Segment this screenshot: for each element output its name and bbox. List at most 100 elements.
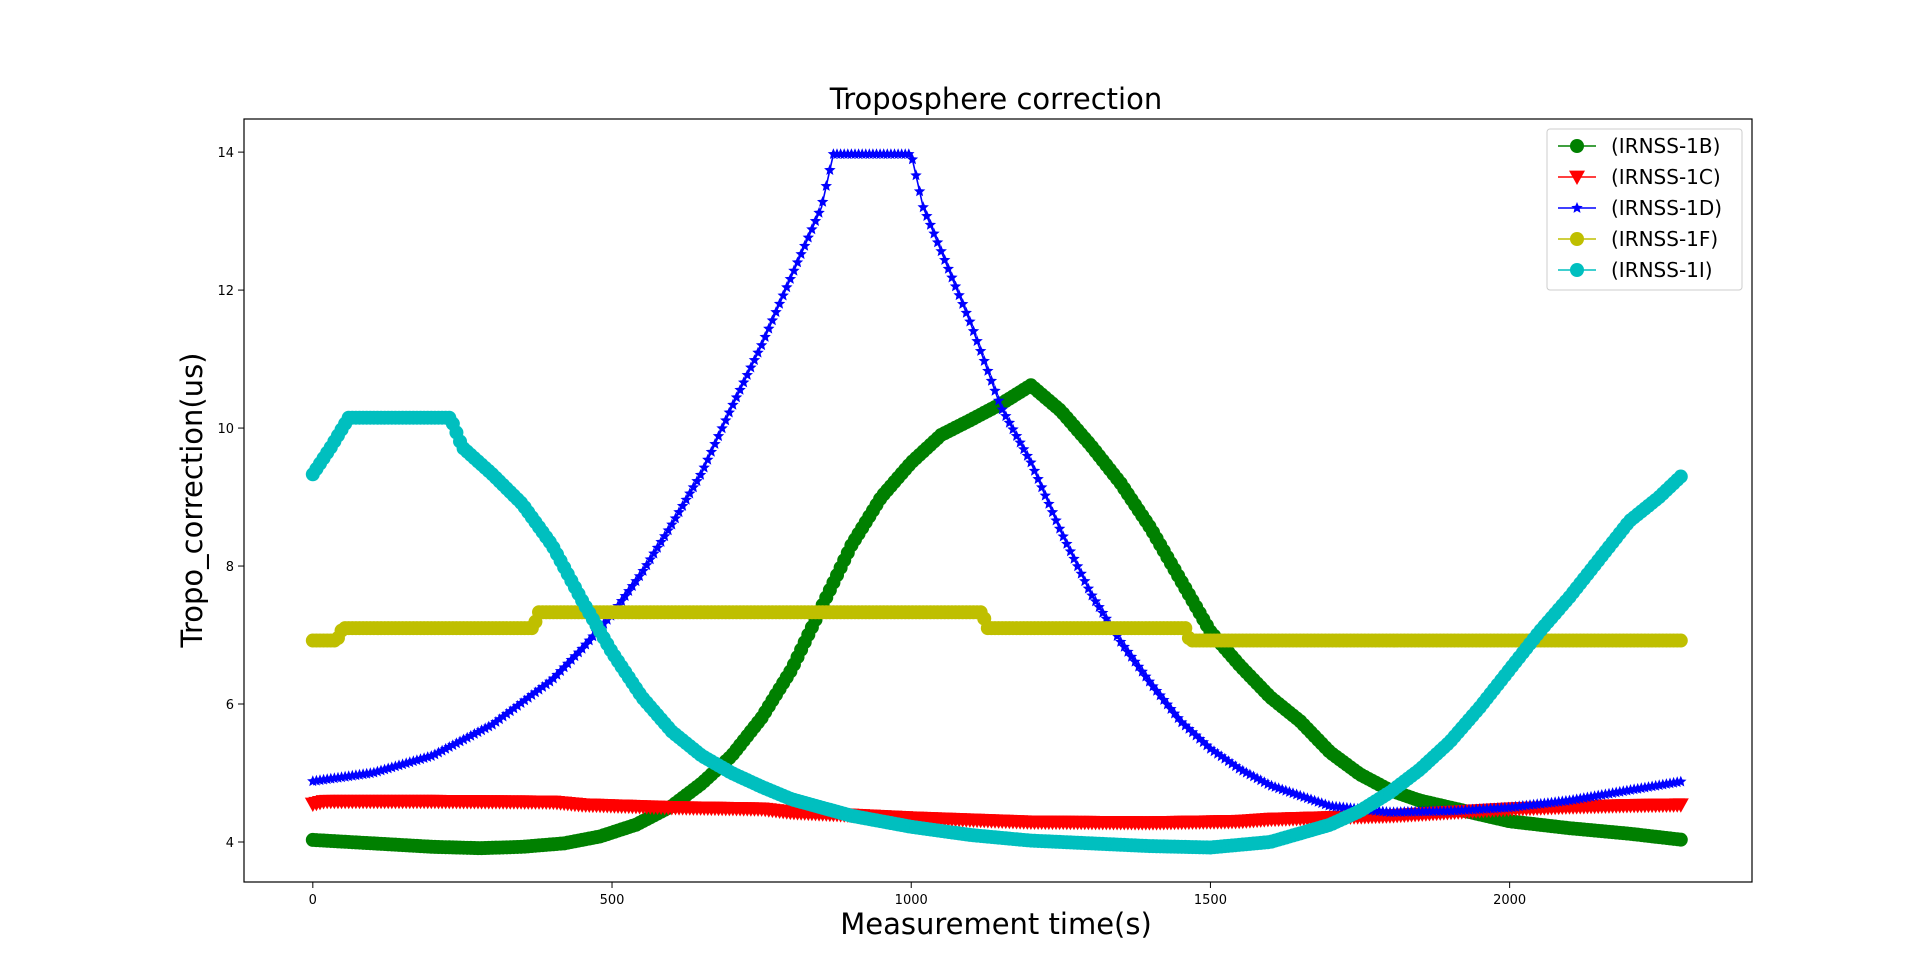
data-point: [1201, 739, 1213, 751]
data-point: [705, 445, 718, 457]
legend-entry: (IRNSS-1I): [1558, 258, 1713, 282]
data-point: [1025, 456, 1037, 468]
data-point: [669, 512, 682, 524]
legend-entry: (IRNSS-1F): [1558, 227, 1718, 251]
data-point: [824, 164, 836, 175]
data-point: [773, 297, 786, 309]
data-point: [1039, 489, 1051, 501]
legend-marker: [1571, 202, 1583, 213]
data-point: [957, 298, 969, 309]
data-point: [479, 722, 491, 734]
plot-area: [243, 118, 1753, 883]
data-point: [1158, 694, 1170, 705]
data-point: [547, 672, 560, 684]
data-point: [393, 759, 405, 771]
data-point: [799, 239, 811, 251]
data-point: [368, 766, 380, 778]
data-point: [1673, 832, 1688, 847]
data-point: [641, 559, 653, 571]
data-point: [1646, 780, 1658, 792]
series-layer: [304, 148, 1689, 856]
data-point: [1194, 732, 1206, 744]
data-point: [651, 541, 664, 553]
data-point: [569, 650, 581, 662]
data-point: [1118, 640, 1130, 652]
data-point: [522, 691, 534, 703]
data-point: [1053, 522, 1066, 534]
data-point: [921, 210, 933, 221]
data-point: [515, 697, 527, 708]
data-point: [371, 765, 384, 777]
data-point: [1226, 757, 1238, 769]
data-point: [770, 306, 782, 317]
data-point: [389, 760, 402, 772]
x-tick-label: 1000: [895, 893, 928, 908]
data-point: [813, 206, 825, 218]
data-point: [1603, 787, 1615, 799]
data-point: [1115, 635, 1127, 647]
data-point: [400, 757, 412, 769]
data-point: [802, 231, 814, 243]
data-point: [461, 731, 473, 743]
data-point: [791, 256, 804, 268]
legend-label: (IRNSS-1B): [1611, 134, 1720, 158]
data-point: [648, 547, 660, 559]
data-point: [382, 762, 394, 774]
data-point: [637, 565, 649, 576]
data-point: [741, 369, 753, 380]
data-point: [418, 752, 430, 763]
data-point: [378, 763, 391, 775]
data-point: [1003, 416, 1016, 428]
data-point: [748, 354, 761, 365]
data-point: [432, 746, 445, 758]
data-point: [684, 487, 696, 499]
data-point: [784, 273, 797, 284]
data-point: [953, 289, 965, 301]
data-point: [615, 595, 628, 606]
y-tick-label: 6: [226, 698, 234, 713]
y-tick-label: 4: [226, 836, 234, 851]
data-point: [817, 196, 829, 207]
y-tick-label: 8: [226, 560, 234, 575]
data-point: [404, 756, 416, 768]
legend-box: [1546, 128, 1743, 291]
data-point: [1079, 575, 1091, 587]
data-point: [508, 702, 520, 714]
data-point: [454, 735, 466, 747]
data-point: [702, 453, 714, 465]
data-point: [928, 227, 940, 239]
data-point: [633, 570, 646, 582]
data-point: [946, 271, 958, 283]
data-point: [468, 728, 481, 739]
data-point: [1606, 787, 1619, 798]
data-point: [982, 364, 994, 376]
data-point: [1046, 506, 1059, 518]
legend-marker: [1570, 232, 1584, 246]
data-point: [666, 518, 678, 530]
data-point: [529, 686, 542, 698]
data-point: [806, 223, 818, 235]
data-point: [913, 185, 926, 197]
data-point: [738, 376, 750, 388]
data-point: [967, 325, 980, 337]
legend-marker: [1570, 263, 1584, 277]
data-point: [960, 306, 972, 318]
plot-frame: [243, 118, 1753, 883]
data-point: [655, 536, 667, 547]
data-point: [676, 500, 689, 511]
data-point: [788, 264, 800, 276]
data-point: [440, 742, 452, 754]
data-point: [763, 322, 775, 334]
data-point: [781, 281, 793, 293]
data-point: [992, 394, 1005, 406]
data-point: [429, 748, 441, 760]
data-point: [1673, 469, 1688, 484]
data-point: [1032, 473, 1044, 484]
data-point: [906, 153, 919, 165]
data-point: [687, 481, 700, 493]
series-irnss-1f: [305, 605, 1688, 648]
data-point: [974, 345, 987, 356]
data-point: [490, 716, 502, 727]
data-point: [425, 750, 437, 761]
